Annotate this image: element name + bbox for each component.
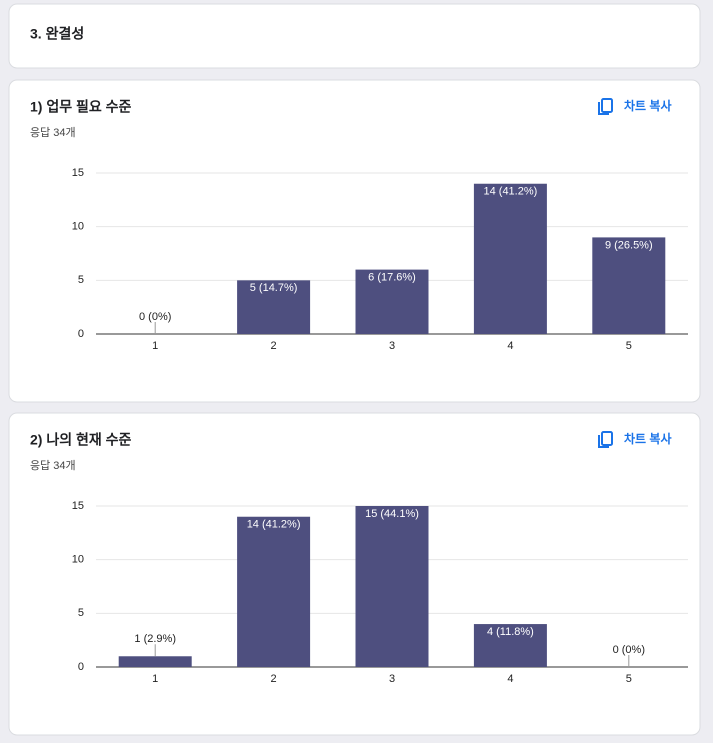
response-count: 응답 34개 xyxy=(30,126,76,139)
copy-chart-button[interactable]: 차트 복사 xyxy=(624,431,672,446)
y-tick-label: 15 xyxy=(72,167,84,179)
bar xyxy=(237,280,311,334)
copy-icon xyxy=(598,102,609,115)
y-tick-label: 5 xyxy=(78,607,84,619)
copy-icon xyxy=(598,435,609,448)
x-tick-label: 4 xyxy=(507,340,513,352)
x-tick-label: 1 xyxy=(152,340,158,352)
value-label: 9 (26.5%) xyxy=(605,239,653,251)
value-label: 6 (17.6%) xyxy=(368,272,416,284)
y-tick-label: 10 xyxy=(72,554,84,566)
y-tick-label: 0 xyxy=(78,661,84,673)
value-label: 14 (41.2%) xyxy=(247,519,301,531)
bar xyxy=(473,183,547,334)
copy-chart-button[interactable]: 차트 복사 xyxy=(624,98,672,113)
value-label: 1 (2.9%) xyxy=(134,633,176,645)
y-tick-label: 10 xyxy=(72,221,84,233)
bar xyxy=(355,506,429,667)
bar xyxy=(473,624,547,667)
copy-icon xyxy=(601,98,613,113)
x-tick-label: 3 xyxy=(389,340,395,352)
chart-title: 2) 나의 현재 수준 xyxy=(30,432,132,448)
bar xyxy=(592,237,666,334)
value-label: 14 (41.2%) xyxy=(483,186,537,198)
y-tick-label: 5 xyxy=(78,274,84,286)
response-count: 응답 34개 xyxy=(30,459,76,472)
y-tick-label: 0 xyxy=(78,328,84,340)
bar xyxy=(355,269,429,334)
copy-icon xyxy=(601,431,613,446)
chart-title: 1) 업무 필요 수준 xyxy=(30,99,132,115)
value-label: 0 (0%) xyxy=(613,644,645,656)
x-tick-label: 5 xyxy=(626,673,632,685)
card xyxy=(8,412,701,736)
section-title: 3. 완결성 xyxy=(30,26,84,42)
x-tick-label: 4 xyxy=(507,673,513,685)
bar xyxy=(118,656,192,667)
value-label: 15 (44.1%) xyxy=(365,508,419,520)
x-tick-label: 5 xyxy=(626,340,632,352)
value-label: 0 (0%) xyxy=(139,311,171,323)
x-tick-label: 1 xyxy=(152,673,158,685)
value-label: 5 (14.7%) xyxy=(250,282,298,294)
y-tick-label: 15 xyxy=(72,500,84,512)
section-card xyxy=(8,3,701,69)
x-tick-label: 3 xyxy=(389,673,395,685)
value-label: 4 (11.8%) xyxy=(487,626,534,638)
x-tick-label: 2 xyxy=(271,340,277,352)
x-tick-label: 2 xyxy=(271,673,277,685)
bar xyxy=(237,516,311,667)
